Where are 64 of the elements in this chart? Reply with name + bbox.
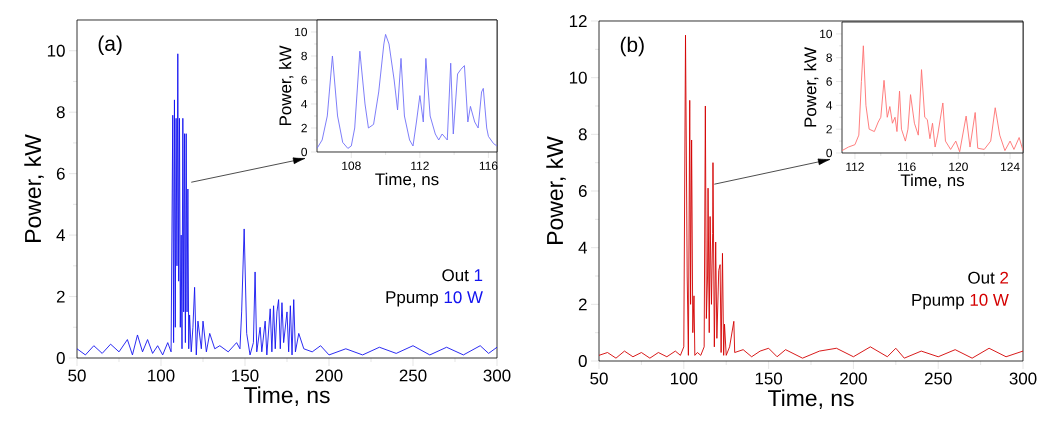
line-series	[317, 33, 497, 149]
x-tick-label: 116	[898, 162, 916, 171]
annotation: Ppump	[386, 291, 439, 307]
y-tick-label: 0	[578, 355, 587, 367]
x-axis-title: Time, ns	[900, 173, 965, 189]
y-tick-label: 4	[826, 101, 833, 110]
x-tick-label: 112	[846, 162, 864, 171]
annotation: Out	[968, 271, 995, 284]
y-tick-label: 6	[301, 75, 307, 85]
y-axis-title: Power, kW	[24, 134, 44, 242]
y-tick-label: 10	[569, 71, 587, 84]
y-tick-label: 10	[820, 29, 833, 39]
x-tick-label: 100	[148, 369, 175, 382]
annotation: 2	[1000, 271, 1009, 284]
y-tick-label: 4	[301, 99, 308, 109]
y-tick-label: 0	[826, 148, 833, 158]
y-tick-label: 8	[578, 128, 587, 141]
y-axis-title: Power, kW	[803, 47, 819, 127]
y-tick-label: 2	[578, 298, 587, 311]
x-tick-label: 250	[399, 369, 427, 382]
y-tick-label: 2	[301, 123, 307, 133]
x-tick-label: 200	[315, 369, 343, 382]
x-tick-label: 50	[68, 369, 86, 382]
y-tick-label: 12	[569, 15, 587, 27]
x-tick-label: 112	[411, 161, 429, 170]
y-axis-title: Power, kW	[278, 45, 294, 126]
annotation: 1	[474, 269, 483, 282]
y-tick-label: 6	[56, 167, 65, 180]
y-tick-label: 0	[56, 352, 65, 364]
y-tick-label: 2	[56, 290, 65, 303]
x-tick-label: 124	[1001, 162, 1020, 171]
y-tick-label: 6	[826, 77, 832, 86]
annotation: Ppump	[912, 294, 964, 310]
x-tick-label: 300	[483, 369, 511, 382]
y-tick-label: 4	[56, 229, 65, 241]
x-tick-label: 200	[840, 372, 867, 385]
y-axis-title: Power, kW	[546, 136, 566, 244]
x-tick-label: 108	[342, 161, 361, 170]
y-tick-label: 8	[301, 51, 307, 61]
line-series	[842, 45, 1024, 153]
y-tick-label: 10	[47, 44, 65, 57]
y-tick-label: 0	[301, 147, 308, 157]
x-tick-label: 300	[1009, 372, 1037, 385]
x-tick-label: 120	[949, 162, 968, 171]
y-tick-label: 10	[295, 27, 308, 37]
x-axis-title: Time, ns	[244, 386, 330, 406]
annotation: (a)	[98, 35, 122, 56]
annotation: (b)	[620, 36, 644, 57]
x-axis-title: Time, ns	[768, 389, 854, 409]
annotation: Out	[442, 269, 469, 282]
y-tick-label: 4	[578, 241, 587, 254]
y-tick-label: 8	[56, 106, 65, 119]
x-tick-label: 250	[924, 372, 952, 385]
y-tick-label: 2	[826, 125, 832, 134]
x-tick-label: 150	[232, 369, 259, 382]
y-tick-label: 8	[826, 53, 832, 62]
annotation: 10 W	[970, 293, 1009, 306]
x-tick-label: 50	[590, 372, 608, 385]
x-tick-label: 100	[670, 372, 698, 385]
x-tick-label: 150	[755, 372, 783, 385]
x-tick-label: 116	[479, 161, 498, 170]
y-tick-label: 6	[578, 185, 587, 197]
x-axis-title: Time, ns	[375, 172, 439, 188]
annotation: 10 W	[444, 291, 483, 304]
